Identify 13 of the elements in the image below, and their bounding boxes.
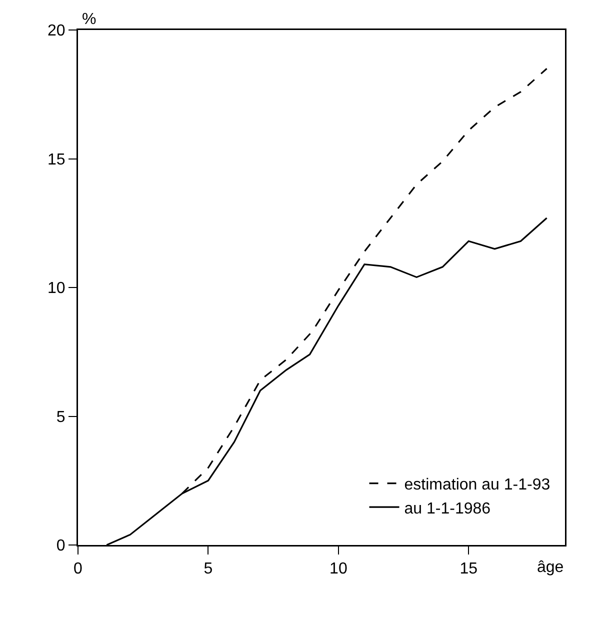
x-tick-label: 15	[460, 560, 478, 578]
y-tick-label: 20	[48, 22, 66, 40]
y-tick-label: 0	[56, 538, 66, 555]
y-axis-title: %	[82, 11, 96, 28]
x-axis-title: âge	[537, 559, 564, 576]
y-tick-label: 5	[56, 408, 66, 426]
x-tick-label: 5	[204, 560, 213, 578]
x-tick-label: 0	[74, 560, 83, 578]
y-tick-label: 10	[48, 280, 66, 298]
x-tick-label: 10	[330, 560, 348, 578]
legend-label: estimation au 1-1-93	[404, 476, 550, 494]
y-tick-label: 15	[48, 151, 66, 168]
legend-label: au 1-1-1986	[404, 500, 491, 518]
